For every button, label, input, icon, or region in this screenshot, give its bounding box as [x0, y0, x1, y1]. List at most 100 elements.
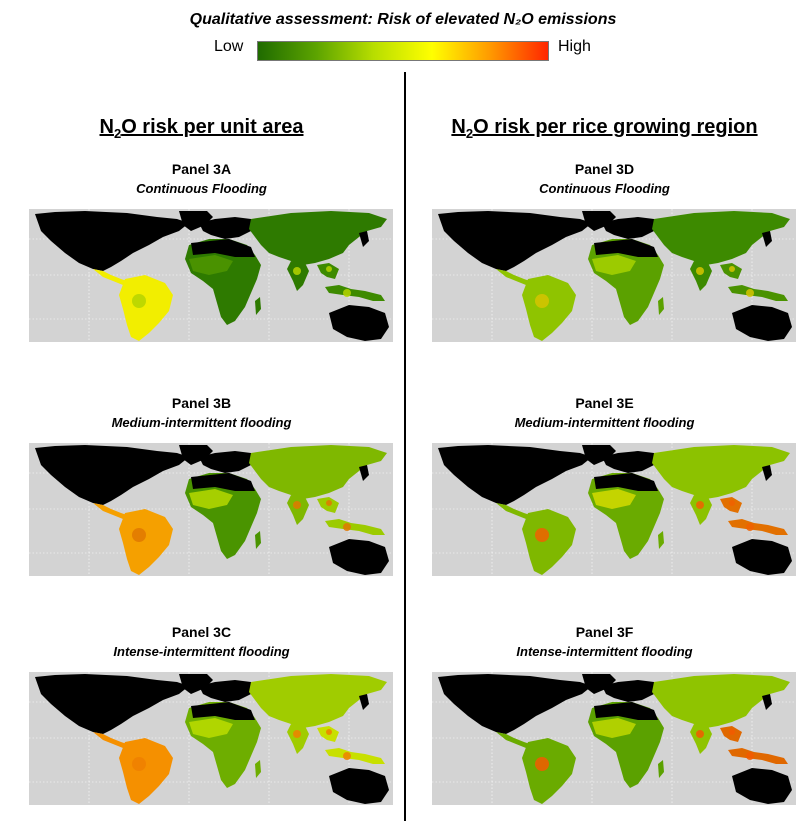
region-central-america: [93, 503, 127, 519]
risk-hotspot: [293, 730, 301, 738]
region-asia: [652, 445, 790, 499]
region-australia: [732, 305, 792, 341]
panel-subtitle-3c: Intense-intermittent flooding: [113, 644, 290, 659]
column-title-rice-region: N2O risk per rice growing region: [451, 116, 758, 141]
map-panel-3e: [432, 443, 796, 576]
risk-hotspot: [696, 730, 704, 738]
panel-title-3a: Panel 3A: [171, 161, 232, 177]
column-divider: [404, 72, 406, 821]
risk-hotspot: [326, 266, 332, 272]
world-map: [29, 672, 393, 805]
region-india: [690, 724, 712, 754]
region-japan: [762, 694, 772, 710]
region-north-america: [438, 211, 592, 271]
region-south-america: [522, 275, 576, 341]
risk-hotspot: [696, 501, 704, 509]
region-madagascar: [255, 531, 261, 549]
region-central-america: [93, 732, 127, 748]
risk-hotspot: [729, 500, 735, 506]
risk-hotspot: [696, 267, 704, 275]
region-india: [690, 261, 712, 291]
legend-gradient-bar: [257, 41, 549, 61]
legend-low-label: Low: [214, 38, 244, 55]
risk-hotspot: [293, 267, 301, 275]
world-map: [432, 672, 796, 805]
region-west-africa: [189, 718, 233, 738]
region-madagascar: [658, 760, 664, 778]
region-south-america: [119, 275, 173, 341]
column-title-unit-area: N2O risk per unit area: [99, 116, 304, 141]
risk-hotspot: [343, 752, 351, 760]
region-greenland: [582, 211, 616, 231]
region-madagascar: [658, 531, 664, 549]
panel-subtitle-3a: Continuous Flooding: [136, 181, 267, 196]
map-panel-3f: [432, 672, 796, 805]
risk-hotspot: [729, 266, 735, 272]
map-panel-3a: [29, 209, 393, 342]
region-sahara: [191, 239, 255, 257]
region-australia: [329, 305, 389, 341]
region-south-america: [119, 509, 173, 575]
map-panel-3c: [29, 672, 393, 805]
risk-hotspot: [535, 757, 549, 771]
risk-hotspot: [746, 289, 754, 297]
region-indonesia: [728, 748, 788, 764]
risk-hotspot: [132, 294, 146, 308]
region-madagascar: [255, 760, 261, 778]
region-australia: [329, 539, 389, 575]
region-sahara: [191, 473, 255, 491]
region-indonesia: [325, 519, 385, 535]
legend-high-label: High: [558, 38, 591, 55]
risk-hotspot: [729, 729, 735, 735]
region-sahara: [594, 239, 658, 257]
risk-hotspot: [343, 289, 351, 297]
region-central-america: [496, 503, 530, 519]
region-europe: [602, 451, 662, 473]
world-map: [29, 443, 393, 576]
region-south-america: [522, 509, 576, 575]
world-map: [432, 443, 796, 576]
panel-title-3f: Panel 3F: [575, 624, 634, 640]
panel-subtitle-3e: Medium-intermittent flooding: [514, 415, 695, 430]
region-sahara: [594, 702, 658, 720]
risk-hotspot: [326, 500, 332, 506]
risk-hotspot: [746, 752, 754, 760]
risk-hotspot: [535, 528, 549, 542]
region-australia: [329, 768, 389, 804]
region-india: [287, 495, 309, 525]
region-japan: [359, 465, 369, 481]
risk-hotspot: [343, 523, 351, 531]
region-indonesia: [728, 285, 788, 301]
region-indonesia: [325, 748, 385, 764]
region-greenland: [179, 211, 213, 231]
panel-title-3c: Panel 3C: [171, 624, 232, 640]
region-asia: [652, 211, 790, 265]
region-japan: [359, 231, 369, 247]
region-indonesia: [325, 285, 385, 301]
region-asia: [249, 211, 387, 265]
panel-title-3e: Panel 3E: [575, 395, 634, 411]
region-north-america: [438, 445, 592, 505]
risk-hotspot: [535, 294, 549, 308]
region-sahara: [594, 473, 658, 491]
legend-title: Qualitative assessment: Risk of elevated…: [189, 11, 617, 28]
panel-title-3b: Panel 3B: [171, 395, 232, 411]
world-map: [432, 209, 796, 342]
region-west-africa: [189, 489, 233, 509]
region-india: [690, 495, 712, 525]
region-north-america: [35, 445, 189, 505]
map-panel-3b: [29, 443, 393, 576]
region-madagascar: [255, 297, 261, 315]
region-north-america: [35, 674, 189, 734]
risk-hotspot: [132, 757, 146, 771]
region-australia: [732, 768, 792, 804]
panel-subtitle-3f: Intense-intermittent flooding: [516, 644, 693, 659]
region-asia: [249, 674, 387, 728]
region-japan: [762, 465, 772, 481]
region-central-america: [496, 732, 530, 748]
region-europe: [199, 217, 259, 239]
region-sahara: [191, 702, 255, 720]
region-greenland: [582, 445, 616, 465]
panel-subtitle-3d: Continuous Flooding: [539, 181, 670, 196]
region-japan: [762, 231, 772, 247]
